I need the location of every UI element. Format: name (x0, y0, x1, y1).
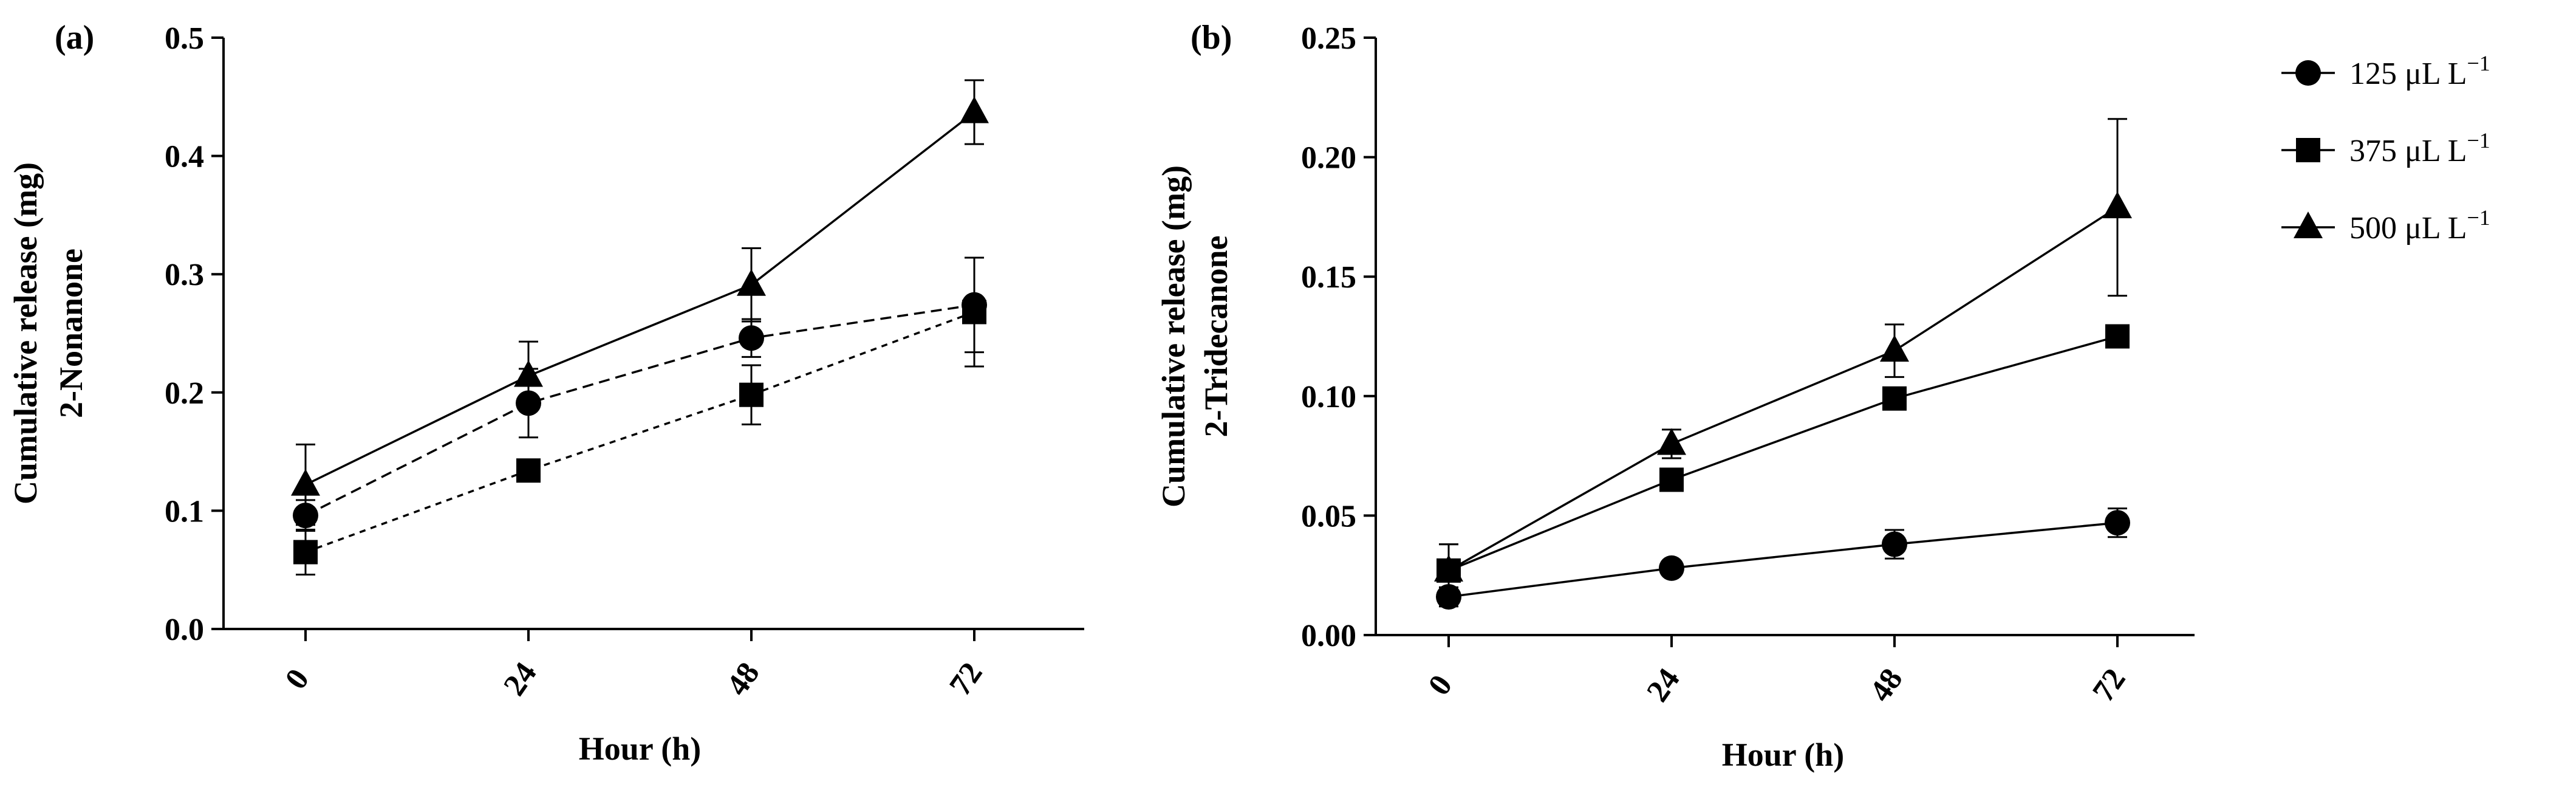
legend-marker-square (2296, 138, 2320, 162)
legend-label: 125 μL L−1 (2349, 51, 2490, 91)
data-point-square (2105, 324, 2130, 349)
x-axis-title: Hour (h) (1722, 737, 1845, 773)
data-point-square (962, 300, 986, 325)
x-tick-label: 24 (497, 656, 544, 702)
x-tick-label: 0 (1422, 669, 1460, 702)
series-line (1448, 206, 2118, 572)
series-line (1448, 521, 2118, 598)
y-tick-label: 0.3 (165, 258, 204, 292)
series-circle (293, 256, 987, 532)
y-tick-label: 0.10 (1301, 380, 1356, 414)
y-axis-title: Cumulative release (mg) (1155, 165, 1192, 507)
y-tick-label: 0.00 (1301, 619, 1356, 653)
data-point-circle (1659, 555, 1684, 581)
legend-unit: μL L (2405, 57, 2467, 91)
x-tick-label: 72 (943, 656, 989, 702)
chart-panel-a: (a) 0.0 0.1 0.2 0.3 0.4 0.5 0 24 48 72 Hour (h) Cumu… (7, 19, 1084, 767)
legend-entry: 375 μL L−1 (2281, 128, 2490, 168)
data-point-square (1882, 386, 1907, 411)
legend-exponent: −1 (2467, 128, 2490, 153)
data-point-square (516, 458, 541, 483)
data-point-triangle (514, 360, 543, 387)
y-axis-title: Cumulative release (mg) (7, 162, 44, 504)
panel-label: (b) (1191, 19, 1232, 57)
legend-value: 125 (2349, 57, 2405, 91)
y-tick-label: 0.4 (165, 140, 204, 174)
y-tick-label: 0.0 (165, 613, 204, 647)
series-line (1448, 335, 2118, 572)
x-tick-label: 0 (279, 663, 316, 696)
data-point-triangle (1657, 428, 1686, 455)
x-tick-label: 48 (1863, 662, 1910, 708)
data-point-triangle (2103, 191, 2132, 219)
y-axis-subtitle: 2-Tridecanone (1198, 236, 1234, 438)
y-tick-label: 0.20 (1301, 141, 1356, 176)
data-point-square (293, 540, 318, 565)
y-tick-label: 0.2 (165, 376, 204, 411)
data-point-circle (1882, 531, 1907, 557)
data-point-triangle (737, 269, 766, 296)
data-point-circle (739, 325, 764, 351)
data-point-triangle (291, 469, 320, 496)
y-tick-label: 0.5 (165, 21, 204, 56)
legend-value: 375 (2349, 134, 2405, 168)
series-square (1437, 324, 2130, 598)
series-circle (1436, 507, 2130, 610)
chart-panel-b: (b) 0.00 0.05 0.10 0.15 0.20 0.25 0 24 48 72 Hour (… (1155, 19, 2195, 773)
legend-marker-triangle (2294, 211, 2323, 238)
data-point-triangle (1434, 554, 1463, 582)
legend-entry: 500 μL L−1 (2281, 205, 2490, 246)
legend-label: 500 μL L−1 (2349, 205, 2490, 246)
panel-label: (a) (55, 19, 94, 57)
y-tick-label: 0.25 (1301, 21, 1356, 56)
x-axis-title: Hour (h) (579, 730, 702, 767)
data-point-square (739, 382, 764, 407)
x-tick-label: 72 (2086, 662, 2133, 708)
x-tick-label: 24 (1640, 662, 1687, 708)
series-line (305, 311, 975, 554)
legend-unit: μL L (2405, 134, 2467, 168)
data-point-triangle (1880, 335, 1909, 362)
series-line (305, 304, 975, 517)
legend-entry: 125 μL L−1 (2281, 51, 2490, 91)
y-tick-label: 0.05 (1301, 499, 1356, 534)
y-tick-label: 0.1 (165, 494, 204, 529)
data-point-square (1659, 467, 1684, 492)
legend-exponent: −1 (2467, 51, 2490, 75)
series-triangle (1434, 118, 2132, 598)
y-axis-subtitle: 2-Nonanone (53, 249, 89, 418)
legend-value: 500 (2349, 211, 2405, 246)
legend-exponent: −1 (2467, 205, 2490, 230)
legend-marker-circle (2295, 60, 2321, 86)
data-point-circle (2105, 510, 2130, 536)
series-square (293, 256, 986, 576)
legend-unit: μL L (2405, 211, 2467, 246)
legend-label: 375 μL L−1 (2349, 128, 2490, 168)
x-tick-label: 48 (720, 656, 767, 702)
y-tick-label: 0.15 (1301, 260, 1356, 295)
series-line (305, 111, 975, 486)
series-triangle (291, 79, 989, 526)
data-point-triangle (960, 96, 989, 123)
